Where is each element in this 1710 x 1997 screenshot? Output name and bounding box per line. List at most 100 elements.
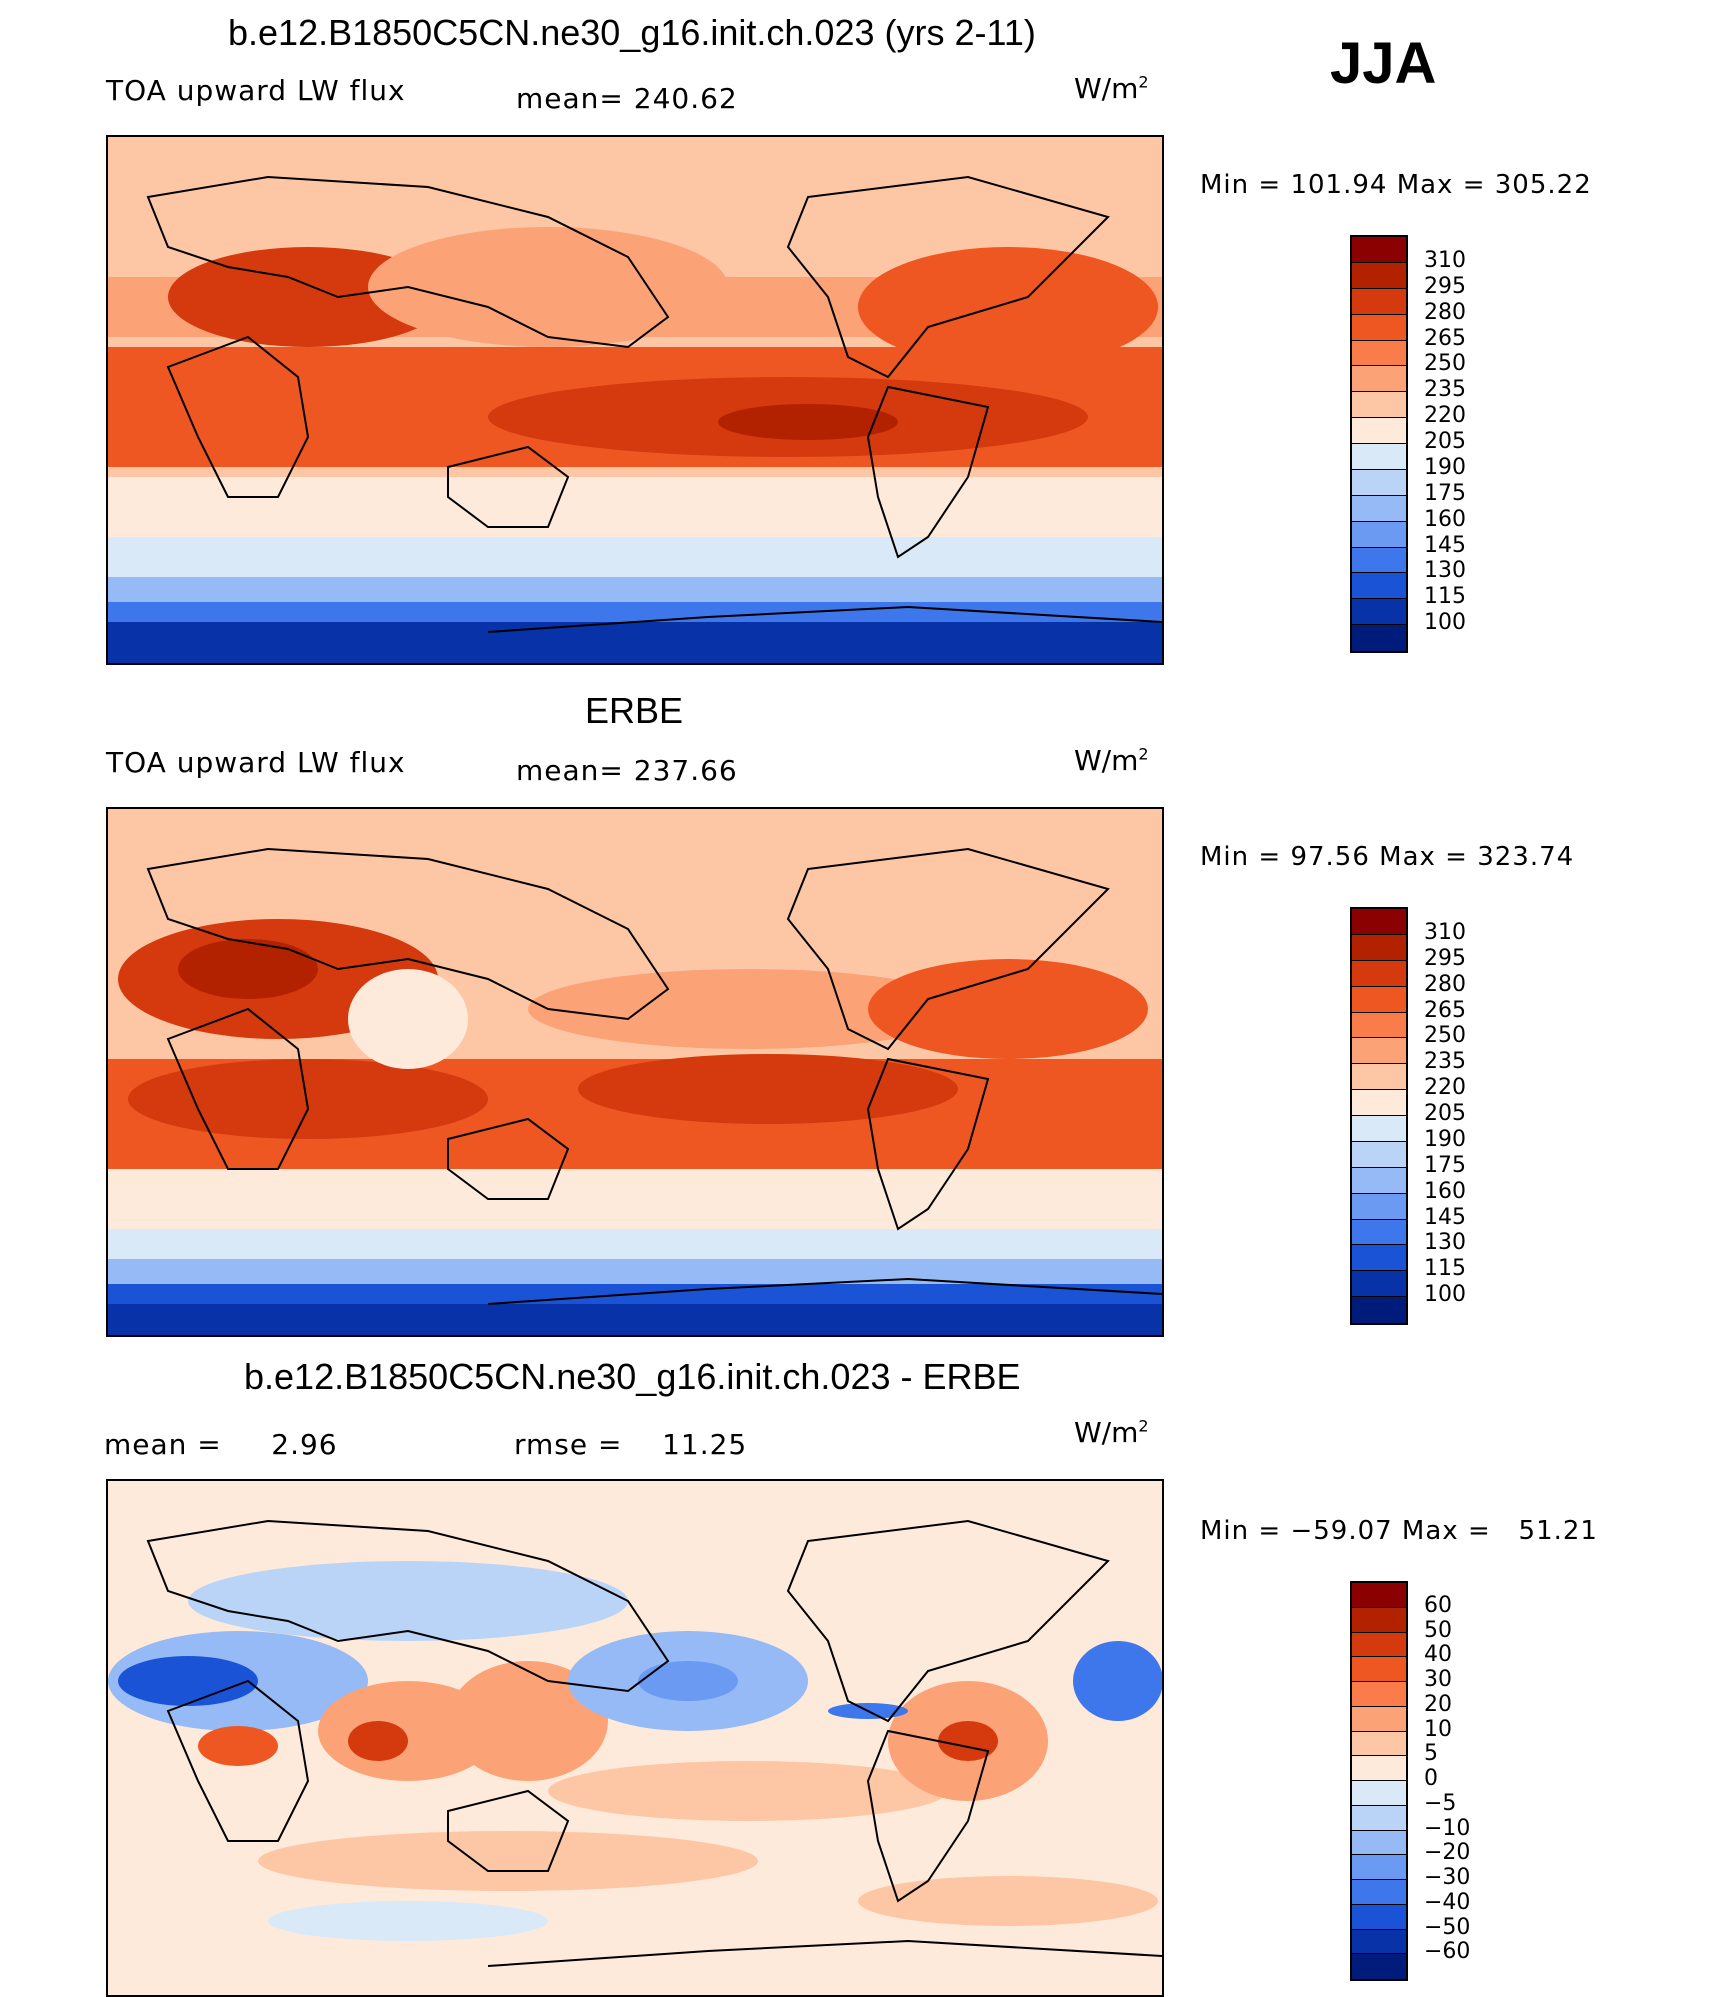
colorbar-segment: [1352, 1657, 1406, 1682]
colorbar-segment: [1352, 599, 1406, 626]
colorbar-segment: [1352, 495, 1406, 522]
colorbar-tick-label: 235: [1424, 377, 1466, 403]
panel-2-colorbar: [1350, 907, 1408, 1325]
panel-1-map: [106, 135, 1164, 665]
colorbar-tick-label: 205: [1424, 429, 1466, 454]
colorbar-segment: [1352, 288, 1406, 315]
colorbar-tick-label: 40: [1424, 1642, 1452, 1668]
colorbar-tick-label: 175: [1424, 1152, 1466, 1178]
colorbar-tick-label: 10: [1424, 1716, 1452, 1742]
colorbar-tick-label: 115: [1424, 584, 1466, 610]
colorbar-segment: [1352, 547, 1406, 574]
colorbar-tick-label: 100: [1424, 610, 1466, 636]
colorbar-segment: [1352, 1632, 1406, 1658]
colorbar-segment: [1352, 1193, 1406, 1220]
colorbar-tick-label: −20: [1424, 1840, 1471, 1866]
panel-1-title: b.e12.B1850C5CN.ne30_g16.init.ch.023 (yr…: [228, 12, 1036, 53]
panel-2-map: [106, 807, 1164, 1337]
colorbar-tick-label: 175: [1424, 480, 1466, 506]
panel-1-variable-label: TOA upward LW flux: [106, 74, 406, 107]
panel-1-minmax: Min = 101.94 Max = 305.22: [1200, 170, 1592, 200]
colorbar-segment: [1352, 909, 1406, 935]
colorbar-segment: [1352, 1855, 1406, 1880]
colorbar-tick-label: 265: [1424, 325, 1466, 351]
colorbar-tick-label: −50: [1424, 1914, 1471, 1940]
colorbar-tick-label: 235: [1424, 1049, 1466, 1075]
colorbar-segment: [1352, 444, 1406, 470]
colorbar-segment: [1352, 366, 1406, 393]
colorbar-tick-label: 0: [1424, 1766, 1438, 1791]
colorbar-segment: [1352, 392, 1406, 419]
colorbar-segment: [1352, 1706, 1406, 1732]
colorbar-segment: [1352, 262, 1406, 289]
colorbar-segment: [1352, 521, 1406, 548]
colorbar-tick-label: 145: [1424, 1204, 1466, 1230]
colorbar-tick-label: 130: [1424, 558, 1466, 584]
panel-3-map-field: [108, 1481, 1162, 1995]
colorbar-segment: [1352, 1038, 1406, 1065]
colorbar-segment: [1352, 1090, 1406, 1116]
colorbar-segment: [1352, 1929, 1406, 1955]
colorbar-tick-label: −60: [1424, 1939, 1471, 1965]
colorbar-segment: [1352, 1781, 1406, 1806]
colorbar-segment: [1352, 314, 1406, 341]
colorbar-tick-label: 160: [1424, 1178, 1466, 1204]
colorbar-segment: [1352, 573, 1406, 600]
panel-2-title: ERBE: [585, 690, 684, 731]
colorbar-segment: [1352, 934, 1406, 961]
panel-1-map-field: [108, 137, 1162, 663]
colorbar-tick-label: 30: [1424, 1667, 1452, 1692]
colorbar-tick-label: 265: [1424, 997, 1466, 1023]
colorbar-segment: [1352, 1245, 1406, 1272]
colorbar-segment: [1352, 986, 1406, 1013]
colorbar-tick-label: 160: [1424, 506, 1466, 532]
colorbar-tick-label: 220: [1424, 1075, 1466, 1101]
colorbar-segment: [1352, 1583, 1406, 1608]
colorbar-tick-label: 220: [1424, 403, 1466, 429]
colorbar-tick-label: 190: [1424, 454, 1466, 480]
colorbar-tick-label: 310: [1424, 919, 1466, 945]
colorbar-tick-label: 280: [1424, 299, 1466, 325]
panel-1-unit-label: W/m2: [1074, 72, 1149, 105]
colorbar-tick-label: 280: [1424, 971, 1466, 997]
panel-2-mean-label: mean= 237.66: [516, 754, 738, 787]
colorbar-tick-label: 250: [1424, 351, 1466, 377]
colorbar-tick-label: 295: [1424, 945, 1466, 971]
colorbar-tick-label: 130: [1424, 1230, 1466, 1256]
colorbar-segment: [1352, 1297, 1406, 1323]
panel-3-colorbar: [1350, 1581, 1408, 1981]
colorbar-tick-label: −10: [1424, 1815, 1471, 1841]
colorbar-segment: [1352, 625, 1406, 651]
colorbar-segment: [1352, 1607, 1406, 1633]
panel-3-map: [106, 1479, 1164, 1997]
panel-1-mean-label: mean= 240.62: [516, 82, 738, 115]
colorbar-tick-label: −30: [1424, 1865, 1471, 1890]
colorbar-tick-label: 295: [1424, 273, 1466, 299]
colorbar-tick-label: 190: [1424, 1126, 1466, 1152]
colorbar-segment: [1352, 340, 1406, 367]
panel-1-colorbar: [1350, 235, 1408, 653]
colorbar-tick-label: 20: [1424, 1691, 1452, 1717]
colorbar-segment: [1352, 1012, 1406, 1039]
colorbar-segment: [1352, 237, 1406, 263]
colorbar-segment: [1352, 1682, 1406, 1707]
colorbar-segment: [1352, 1830, 1406, 1856]
panel-2-minmax: Min = 97.56 Max = 323.74: [1200, 842, 1575, 872]
colorbar-segment: [1352, 1954, 1406, 1979]
colorbar-segment: [1352, 1271, 1406, 1298]
colorbar-segment: [1352, 1805, 1406, 1831]
colorbar-segment: [1352, 1904, 1406, 1930]
colorbar-segment: [1352, 1756, 1406, 1781]
panel-3-title: b.e12.B1850C5CN.ne30_g16.init.ch.023 - E…: [244, 1356, 1021, 1397]
colorbar-tick-label: 250: [1424, 1023, 1466, 1049]
panel-3-mean-label: mean = 2.96: [104, 1428, 338, 1461]
panel-2-unit-label: W/m2: [1074, 744, 1149, 777]
colorbar-segment: [1352, 1141, 1406, 1168]
colorbar-tick-label: 310: [1424, 247, 1466, 273]
colorbar-tick-label: 5: [1424, 1741, 1438, 1767]
colorbar-segment: [1352, 960, 1406, 987]
panel-3-minmax: Min = −59.07 Max = 51.21: [1200, 1516, 1598, 1546]
colorbar-segment: [1352, 469, 1406, 496]
colorbar-tick-label: −5: [1424, 1790, 1457, 1816]
colorbar-segment: [1352, 1116, 1406, 1142]
